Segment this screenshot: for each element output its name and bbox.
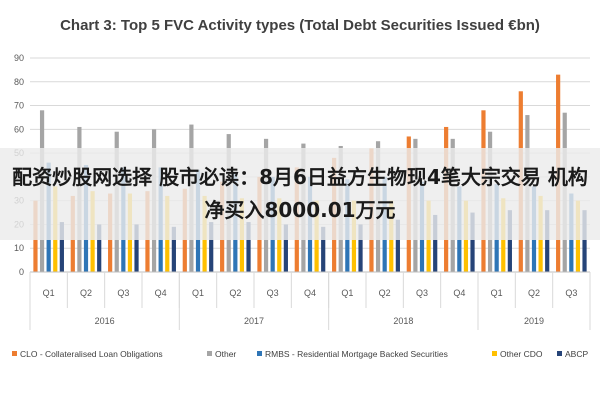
legend-label: Other — [215, 349, 236, 359]
bar — [358, 224, 363, 272]
y-tick-label: 0 — [19, 267, 24, 277]
bar — [433, 214, 438, 272]
bar — [59, 222, 64, 272]
bar — [470, 212, 475, 272]
chart-title: Chart 3: Top 5 FVC Activity types (Total… — [60, 17, 540, 34]
legend-swatch — [557, 351, 562, 356]
legend: CLO - Collateralised Loan Obligations Oth… — [12, 349, 588, 359]
bar — [321, 226, 326, 272]
bar — [545, 210, 550, 272]
y-tick-label: 90 — [14, 53, 24, 63]
y-tick-label: 60 — [14, 124, 24, 134]
headline-text: 配资炒股网选择 股市必读：8月6日益方生物现4笔大宗交易 机构净买入8000.0… — [12, 165, 588, 222]
x-tick-label: Q2 — [528, 288, 540, 298]
x-tick-label: Q4 — [304, 288, 316, 298]
bar — [507, 210, 512, 272]
y-tick-label: 10 — [14, 243, 24, 253]
x-tick-label: Q3 — [267, 288, 279, 298]
x-tick-label: Q2 — [379, 288, 391, 298]
bar — [97, 224, 102, 272]
y-tick-label: 80 — [14, 77, 24, 87]
y-tick-label: 70 — [14, 101, 24, 111]
x-tick-label: Q4 — [155, 288, 167, 298]
x-group-label: 2019 — [524, 316, 544, 326]
x-tick-label: Q1 — [491, 288, 503, 298]
legend-label: CLO - Collateralised Loan Obligations — [20, 349, 163, 359]
bar — [246, 222, 251, 272]
bar — [171, 226, 176, 272]
x-axis: Q1 Q2 Q3 Q4 Q1 Q2 Q3 Q4 Q1 Q2 Q3 Q4 Q1 Q2 Q3 2016 2017 20… — [29, 271, 591, 330]
bar — [209, 222, 214, 272]
x-tick-label: Q3 — [117, 288, 129, 298]
bar — [395, 219, 400, 272]
x-tick-label: Q1 — [43, 288, 55, 298]
x-tick-label: Q1 — [192, 288, 204, 298]
x-tick-label: Q4 — [453, 288, 465, 298]
x-tick-label: Q1 — [341, 288, 353, 298]
legend-label: RMBS - Residential Mortgage Backed Secur… — [265, 349, 448, 359]
x-group-label: 2016 — [95, 316, 115, 326]
x-tick-label: Q2 — [229, 288, 241, 298]
x-tick-label: Q3 — [416, 288, 428, 298]
legend-swatch — [12, 351, 17, 356]
bar — [134, 224, 139, 272]
bar — [582, 210, 587, 272]
legend-swatch — [492, 351, 497, 356]
x-group-label: 2017 — [244, 316, 264, 326]
legend-swatch — [257, 351, 262, 356]
legend-label: Other CDO — [500, 349, 543, 359]
bar — [283, 224, 288, 272]
headline-overlay: 配资炒股网选择 股市必读：8月6日益方生物现4笔大宗交易 机构净买入8000.0… — [0, 148, 600, 240]
x-tick-label: Q2 — [80, 288, 92, 298]
legend-label: ABCP — [565, 349, 588, 359]
x-tick-label: Q3 — [565, 288, 577, 298]
x-group-label: 2018 — [393, 316, 413, 326]
legend-swatch — [207, 351, 212, 356]
